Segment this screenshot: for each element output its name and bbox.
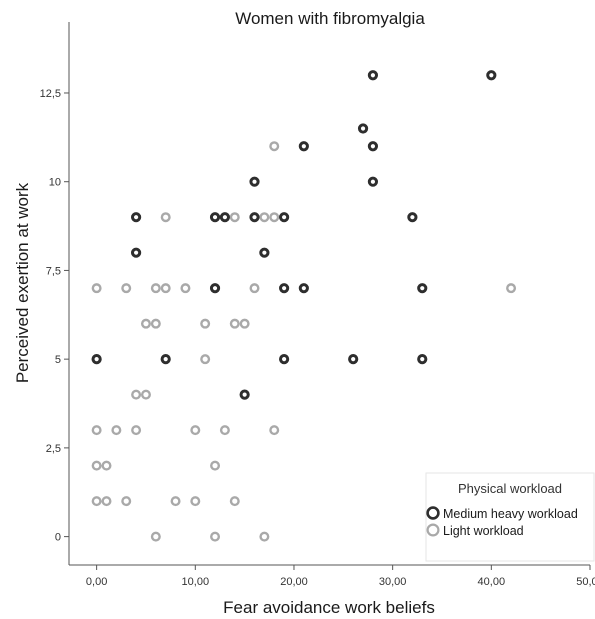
x-axis-ticks: 0,00 10,00 20,00 30,00 40,00 50,00: [86, 565, 595, 588]
medium-workload-point: [486, 70, 497, 81]
medium-workload-point: [367, 141, 379, 152]
medium-workload-point: [239, 389, 250, 400]
light-workload-point: [229, 212, 240, 223]
x-tick-label: 0,00: [86, 576, 107, 588]
light-workload-point: [210, 460, 221, 471]
light-workload-point: [219, 425, 230, 436]
x-axis-label: Fear avoidance work beliefs: [223, 598, 435, 617]
medium-workload-point: [279, 283, 290, 294]
light-workload-point: [150, 531, 161, 542]
medium-workload-point: [259, 247, 270, 258]
x-tick-label: 40,00: [478, 576, 506, 588]
legend-box: [425, 472, 595, 562]
medium-workload-point: [91, 354, 102, 365]
medium-workload-point: [130, 247, 142, 258]
light-workload-point: [269, 141, 280, 152]
y-axis-ticks: 0 2,5 5 7,5 10 12,5: [40, 88, 69, 544]
light-workload-point: [121, 283, 132, 294]
light-workload-point: [259, 212, 270, 223]
light-workload-point: [259, 531, 270, 542]
medium-workload-point: [249, 212, 260, 223]
medium-workload-point: [160, 354, 171, 365]
x-tick-label: 50,00: [576, 576, 595, 588]
y-tick-label: 5: [55, 354, 61, 366]
medium-workload-point: [130, 212, 142, 223]
light-workload-point: [269, 425, 280, 436]
medium-workload-point: [279, 354, 290, 365]
light-workload-point: [200, 318, 211, 329]
light-workload-point: [239, 318, 250, 329]
medium-workload-point: [209, 283, 221, 294]
y-tick-label: 0: [55, 532, 61, 544]
medium-workload-point: [417, 354, 428, 365]
light-workload-point: [180, 283, 191, 294]
medium-workload-point: [219, 212, 231, 223]
medium-workload-point: [348, 354, 359, 365]
legend-label-light: Light workload: [443, 524, 524, 538]
light-workload-point: [131, 425, 142, 436]
x-tick-label: 30,00: [379, 576, 407, 588]
legend: Physical workload Medium heavy workload …: [425, 472, 595, 562]
y-tick-label: 10: [49, 177, 61, 189]
light-workload-point: [131, 389, 142, 400]
light-workload-point: [140, 318, 151, 329]
light-workload-point: [249, 283, 260, 294]
medium-workload-point: [279, 212, 290, 223]
legend-title: Physical workload: [458, 481, 562, 496]
medium-workload-point: [357, 123, 369, 134]
light-workload-point: [200, 354, 211, 365]
light-workload-point: [91, 460, 102, 471]
y-tick-label: 12,5: [40, 88, 61, 100]
light-workload-point: [101, 460, 112, 471]
light-workload-point: [150, 283, 161, 294]
light-workload-point: [101, 496, 112, 507]
medium-workload-points: [91, 70, 497, 400]
light-workload-point: [121, 496, 132, 507]
light-workload-point: [190, 425, 201, 436]
light-workload-point: [150, 318, 161, 329]
legend-marker-light: [426, 523, 440, 537]
light-workload-point: [190, 496, 201, 507]
medium-workload-point: [367, 70, 379, 81]
y-tick-label: 2,5: [46, 443, 61, 455]
light-workload-point: [91, 283, 102, 294]
light-workload-point: [229, 318, 240, 329]
medium-workload-point: [298, 283, 309, 294]
chart-title: Women with fibromyalgia: [235, 9, 425, 28]
legend-label-medium: Medium heavy workload: [443, 507, 578, 521]
medium-workload-point: [298, 141, 309, 152]
x-tick-label: 20,00: [280, 576, 308, 588]
legend-marker-medium: [426, 506, 440, 520]
light-workload-point: [229, 496, 240, 507]
medium-workload-point: [407, 212, 418, 223]
medium-workload-point: [209, 212, 221, 223]
light-workload-point: [111, 425, 122, 436]
y-tick-label: 7,5: [46, 265, 61, 277]
medium-workload-point: [367, 176, 379, 187]
light-workload-point: [170, 496, 181, 507]
light-workload-point: [91, 496, 102, 507]
medium-workload-point: [249, 176, 260, 187]
x-tick-label: 10,00: [182, 576, 210, 588]
light-workload-point: [269, 212, 280, 223]
light-workload-point: [210, 531, 221, 542]
y-axis-label: Perceived exertion at work: [13, 182, 32, 383]
medium-workload-point: [417, 283, 428, 294]
light-workload-point: [140, 389, 151, 400]
light-workload-point: [160, 283, 171, 294]
light-workload-point: [160, 212, 171, 223]
light-workload-point: [91, 425, 102, 436]
plot-frame: [68, 22, 590, 566]
light-workload-point: [506, 283, 517, 294]
